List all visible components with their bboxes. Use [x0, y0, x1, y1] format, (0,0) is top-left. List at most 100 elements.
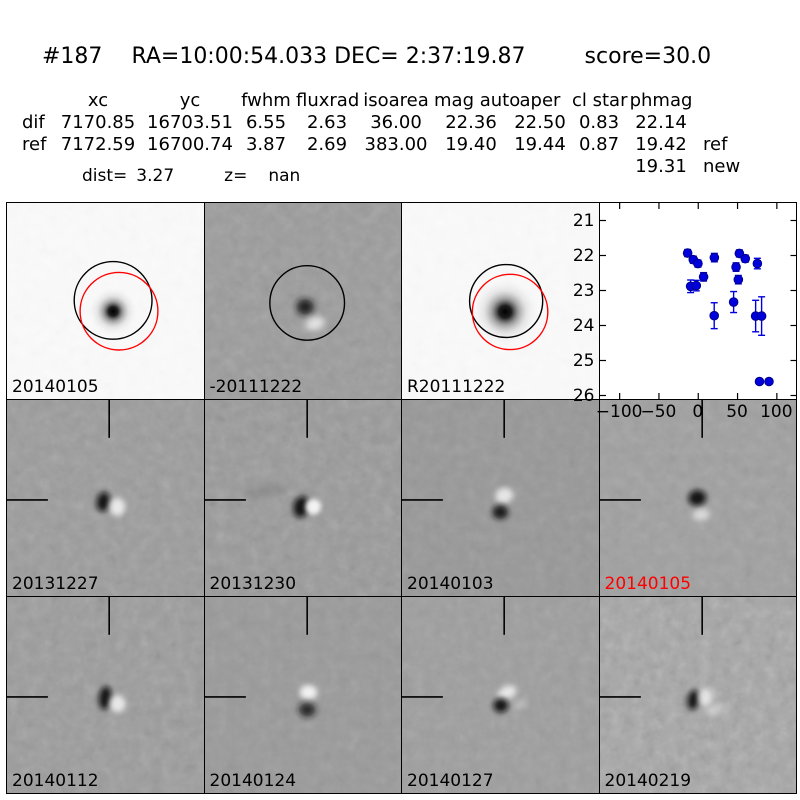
row-label: ref — [22, 134, 47, 155]
scatter-point — [698, 271, 708, 282]
row-label: dif — [22, 112, 45, 133]
scatter-point — [763, 376, 774, 387]
col-header-mag-auto: mag auto — [434, 90, 521, 111]
scatter-point — [682, 248, 692, 258]
scatter-point — [739, 253, 750, 264]
table-header-row: xc yc fwhm fluxrad isoarea mag auto aper cl sta… — [22, 90, 751, 112]
table-row: dif 7170.85 16703.51 6.55 2.63 36.00 22.36 22.5… — [22, 112, 751, 134]
col-header-suffix — [696, 90, 744, 112]
candidate-score: score=30.0 — [584, 44, 712, 69]
black-aperture-circle — [468, 263, 544, 339]
cutout-image — [599, 400, 796, 596]
cutout-image — [402, 203, 599, 399]
cell-cl-star — [572, 156, 626, 178]
cutout-image — [204, 400, 401, 596]
cell-isoarea: 383.00 — [364, 134, 428, 155]
redshift-label: z= — [224, 166, 248, 186]
scatter-point — [692, 258, 703, 269]
table-row: ref 7172.59 16700.74 3.87 2.69 383.00 19.40 19.… — [22, 134, 751, 156]
cell-aper — [508, 156, 572, 178]
cell-xc: 7172.59 — [60, 134, 136, 155]
cutout-ref-stamp: R20111222 — [402, 203, 599, 399]
cell-cl-star: 0.83 — [578, 112, 620, 133]
lightcurve-plot — [599, 203, 796, 399]
col-header-fwhm: fwhm — [241, 90, 291, 111]
dist-value: 3.27 — [136, 166, 175, 186]
cutout-date-label: 20131227 — [12, 574, 99, 594]
cell-mag-auto — [434, 156, 508, 178]
cutout-date-label: 20140127 — [407, 771, 494, 791]
dist-redshift-line: dist= 3.27 z= nan — [82, 166, 300, 186]
cell-phmag: 19.42 — [635, 134, 687, 155]
cell-fwhm: 6.55 — [245, 112, 287, 133]
cell-mag-auto: 22.36 — [445, 112, 497, 133]
cell-mag-auto: 19.40 — [445, 134, 497, 155]
cutout-diff-20140112: 20140112 — [7, 597, 204, 793]
scatter-point — [733, 274, 743, 285]
cutout-diff-20140105: 20140105 — [599, 400, 796, 596]
cell-yc: 16700.74 — [147, 134, 233, 155]
cutout-grid: 20140105 -20111222 R20111222 20131227 201312… — [6, 202, 797, 794]
scatter-point — [708, 302, 719, 330]
cutout-date-label: 20140105 — [12, 377, 99, 397]
cell-fwhm: 3.87 — [245, 134, 287, 155]
cell-suffix — [696, 112, 751, 134]
cutout-diff-20131227: 20131227 — [7, 400, 204, 596]
scatter-point — [728, 290, 738, 314]
scatter-point — [690, 279, 701, 292]
candidate-title: #187 RA=10:00:54.033 DEC= 2:37:19.87 score=… — [42, 44, 711, 69]
cutout-date-label: 20140219 — [604, 771, 692, 791]
cell-isoarea: 36.00 — [370, 112, 422, 133]
scatter-point — [709, 252, 719, 263]
cell-fluxrad: 2.69 — [306, 134, 348, 155]
cutout-date-label: 20140112 — [12, 771, 99, 791]
cutout-image — [599, 597, 796, 793]
cutout-date-label: 20140124 — [209, 771, 297, 791]
cutout-diff-20140124: 20140124 — [204, 597, 401, 793]
cell-aper: 22.50 — [514, 112, 566, 133]
cell-suffix: new — [703, 156, 741, 177]
candidate-id: #187 — [42, 44, 103, 69]
row-label — [22, 156, 52, 178]
scatter-point — [734, 248, 744, 259]
col-header-phmag: phmag — [629, 90, 693, 111]
cell-isoarea — [358, 156, 434, 178]
cutout-date-label: 20131230 — [209, 574, 297, 594]
col-header-fluxrad: fluxrad — [296, 90, 360, 111]
cell-fluxrad: 2.63 — [306, 112, 348, 133]
cutout-diff-20140127: 20140127 — [402, 597, 599, 793]
table-row: 19.31 new — [22, 156, 751, 178]
scatter-point — [730, 262, 741, 272]
cell-phmag: 22.14 — [635, 112, 687, 133]
cell-cl-star: 0.87 — [578, 134, 620, 155]
col-header-isoarea: isoarea — [363, 90, 429, 111]
black-aperture-circle — [268, 265, 345, 341]
cutout-image — [7, 597, 204, 793]
cutout-diff-20140103: 20140103 — [402, 400, 599, 596]
cutout-image — [402, 400, 599, 596]
cutout-image — [7, 400, 204, 596]
col-header-aper: aper — [519, 90, 561, 111]
scatter-point — [754, 376, 764, 387]
table-corner — [22, 90, 52, 112]
cutout-date-label: -20111222 — [209, 377, 303, 397]
scatter-point — [756, 296, 766, 337]
scatter-point — [752, 257, 762, 270]
cutout-image — [7, 203, 204, 399]
cell-suffix: ref — [703, 134, 728, 155]
cutout-diff-stamp: -20111222 — [204, 203, 401, 399]
black-aperture-circle — [73, 260, 153, 340]
redshift-value: nan — [268, 166, 301, 186]
cell-xc: 7170.85 — [60, 112, 136, 133]
cutout-new-stamp: 20140105 — [7, 203, 204, 399]
dist-label: dist= — [82, 166, 128, 186]
cell-aper: 19.44 — [514, 134, 566, 155]
col-header-cl-star: cl star — [572, 90, 628, 111]
cutout-date-label: 20140105 — [604, 574, 692, 594]
col-header-yc: yc — [179, 90, 201, 111]
cutout-date-label: R20111222 — [407, 377, 506, 397]
cell-phmag: 19.31 — [635, 156, 687, 177]
cell-fluxrad — [296, 156, 358, 178]
red-aperture-circle — [79, 271, 159, 351]
cutout-diff-20131230: 20131230 — [204, 400, 401, 596]
